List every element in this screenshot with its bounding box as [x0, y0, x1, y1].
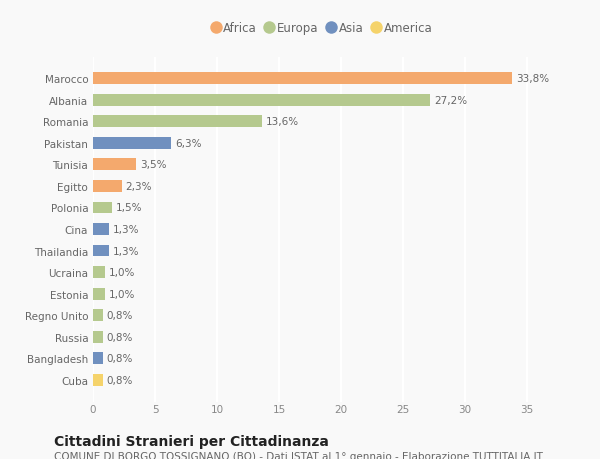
Bar	[93, 353, 103, 364]
Text: 6,3%: 6,3%	[175, 139, 202, 148]
Bar	[93, 245, 109, 257]
Bar	[93, 95, 430, 106]
Text: 1,0%: 1,0%	[109, 268, 136, 278]
Text: 33,8%: 33,8%	[516, 74, 549, 84]
Bar	[93, 180, 122, 192]
Bar	[93, 116, 262, 128]
Text: 1,5%: 1,5%	[115, 203, 142, 213]
Bar	[93, 224, 109, 235]
Text: 1,0%: 1,0%	[109, 289, 136, 299]
Bar	[93, 138, 171, 149]
Bar	[93, 331, 103, 343]
Text: 1,3%: 1,3%	[113, 224, 139, 235]
Text: 0,8%: 0,8%	[107, 332, 133, 342]
Text: 0,8%: 0,8%	[107, 353, 133, 364]
Text: 1,3%: 1,3%	[113, 246, 139, 256]
Bar	[93, 202, 112, 214]
Text: 27,2%: 27,2%	[434, 95, 467, 106]
Bar	[93, 374, 103, 386]
Text: Cittadini Stranieri per Cittadinanza: Cittadini Stranieri per Cittadinanza	[54, 434, 329, 448]
Bar	[93, 159, 136, 171]
Text: COMUNE DI BORGO TOSSIGNANO (BO) - Dati ISTAT al 1° gennaio - Elaborazione TUTTIT: COMUNE DI BORGO TOSSIGNANO (BO) - Dati I…	[54, 451, 543, 459]
Bar	[93, 288, 106, 300]
Bar	[93, 73, 512, 85]
Legend: Africa, Europa, Asia, America: Africa, Europa, Asia, America	[213, 22, 432, 35]
Text: 0,8%: 0,8%	[107, 311, 133, 320]
Text: 0,8%: 0,8%	[107, 375, 133, 385]
Text: 3,5%: 3,5%	[140, 160, 167, 170]
Text: 13,6%: 13,6%	[265, 117, 299, 127]
Bar	[93, 267, 106, 279]
Bar	[93, 310, 103, 321]
Text: 2,3%: 2,3%	[125, 181, 152, 191]
